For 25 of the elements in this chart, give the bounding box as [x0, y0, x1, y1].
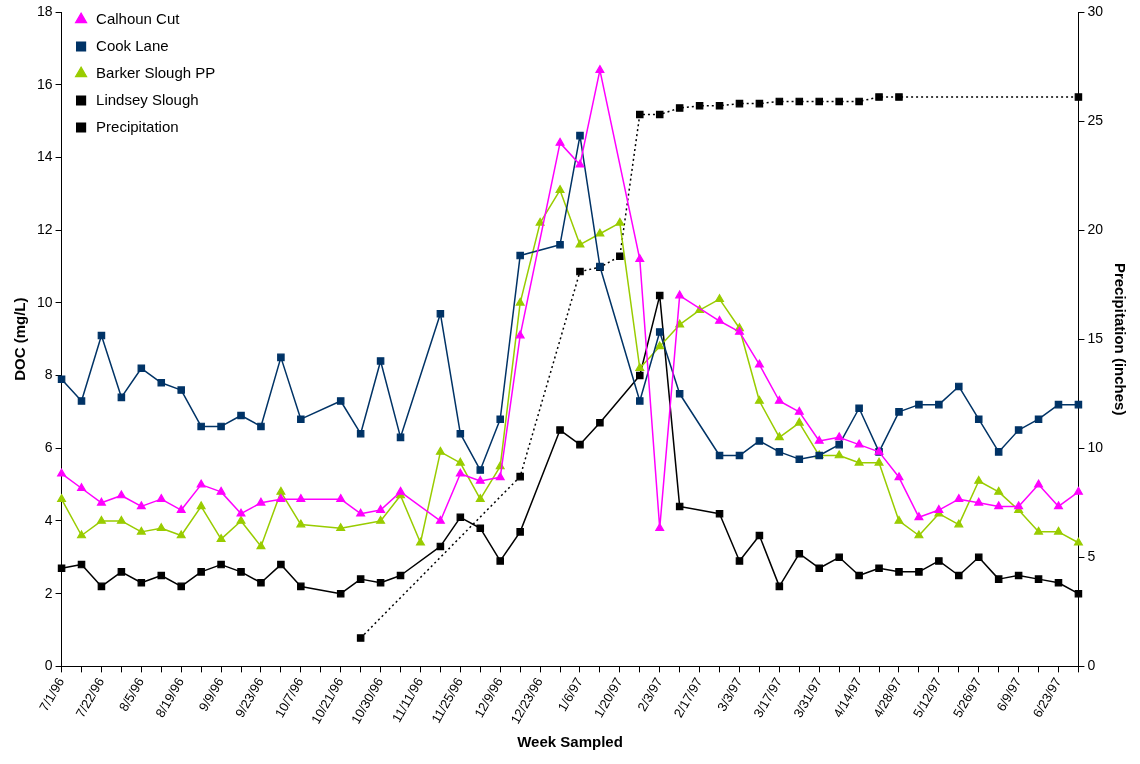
- x-axis-title: Week Sampled: [517, 733, 623, 751]
- y-tick-label: 14: [36, 148, 53, 165]
- y2-tick-label: 10: [1087, 439, 1104, 456]
- y2-tick-label: 5: [1087, 548, 1096, 565]
- y-tick-label: 6: [44, 439, 53, 456]
- legend-label: Lindsey Slough: [96, 90, 199, 108]
- y-axis-title: DOC (mg/L): [11, 297, 29, 381]
- y-tick-label: 18: [36, 2, 53, 19]
- legend-label: Cook Lane: [96, 36, 169, 54]
- y-tick-label: 0: [44, 657, 53, 674]
- legend-label: Precipitation: [96, 117, 179, 135]
- y2-tick-label: 15: [1087, 330, 1104, 347]
- legend-label: Barker Slough PP: [96, 63, 216, 81]
- y2-tick-label: 25: [1087, 111, 1104, 128]
- y-tick-label: 4: [44, 511, 53, 528]
- y-tick-label: 16: [36, 75, 53, 92]
- y2-tick-label: 0: [1087, 657, 1096, 674]
- y2-tick-label: 20: [1087, 220, 1104, 237]
- y2-tick-label: 30: [1087, 2, 1104, 19]
- y-tick-label: 8: [44, 366, 53, 383]
- y2-axis-title: Precipitation (inches): [1111, 262, 1129, 416]
- y-tick-label: 10: [36, 293, 53, 310]
- y-tick-label: 12: [36, 220, 53, 237]
- legend-label: Calhoun Cut: [96, 9, 181, 27]
- y-tick-label: 2: [44, 584, 53, 601]
